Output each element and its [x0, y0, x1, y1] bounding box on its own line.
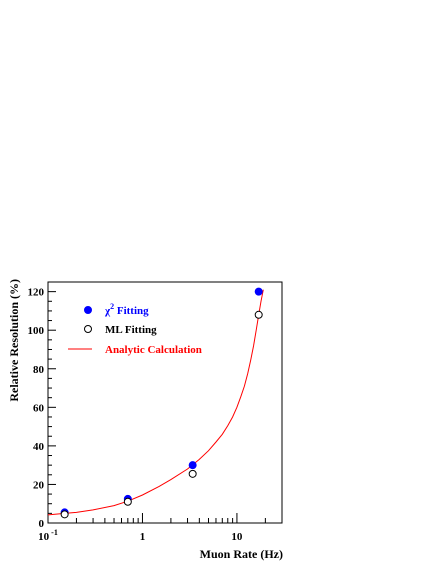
plot-border: [47, 281, 283, 524]
x-axis-label: Muon Rate (Hz): [200, 547, 283, 561]
legend-label: ML Fitting: [105, 324, 157, 336]
legend-label: χ2 Fitting: [104, 302, 149, 317]
y-tick-label: 120: [28, 287, 45, 299]
y-axis-label: Relative Resolution (%): [7, 279, 21, 402]
legend-marker-chi2: [84, 306, 92, 314]
legend-label: Analytic Calculation: [105, 344, 202, 356]
y-tick-label: 20: [33, 479, 45, 491]
x-tick-label: 1: [140, 531, 146, 543]
plot-frame: [47, 281, 283, 524]
analytic-curve: [47, 289, 264, 516]
y-tick-label: 0: [39, 518, 45, 530]
legend-marker-ml: [84, 325, 92, 333]
ml-point: [254, 310, 263, 319]
x-tick-label: 10 -1: [38, 528, 58, 543]
chi2-point: [254, 287, 263, 296]
y-tick-label: 60: [33, 402, 45, 414]
chi2-point: [188, 461, 197, 470]
ml-point: [188, 469, 197, 478]
y-tick-label: 40: [33, 441, 45, 453]
plot-series: [47, 287, 264, 519]
ml-point: [60, 510, 69, 519]
y-axis: 0 20 40 60 80 100 120: [28, 281, 56, 530]
y-tick-label: 80: [33, 364, 45, 376]
ml-point: [123, 497, 132, 506]
y-tick-label: 100: [28, 325, 45, 337]
legend: χ2 Fitting ML Fitting Analytic Calculation: [68, 302, 202, 356]
x-axis: 10 -1 1 10: [38, 513, 283, 543]
x-tick-label: 10: [231, 531, 243, 543]
